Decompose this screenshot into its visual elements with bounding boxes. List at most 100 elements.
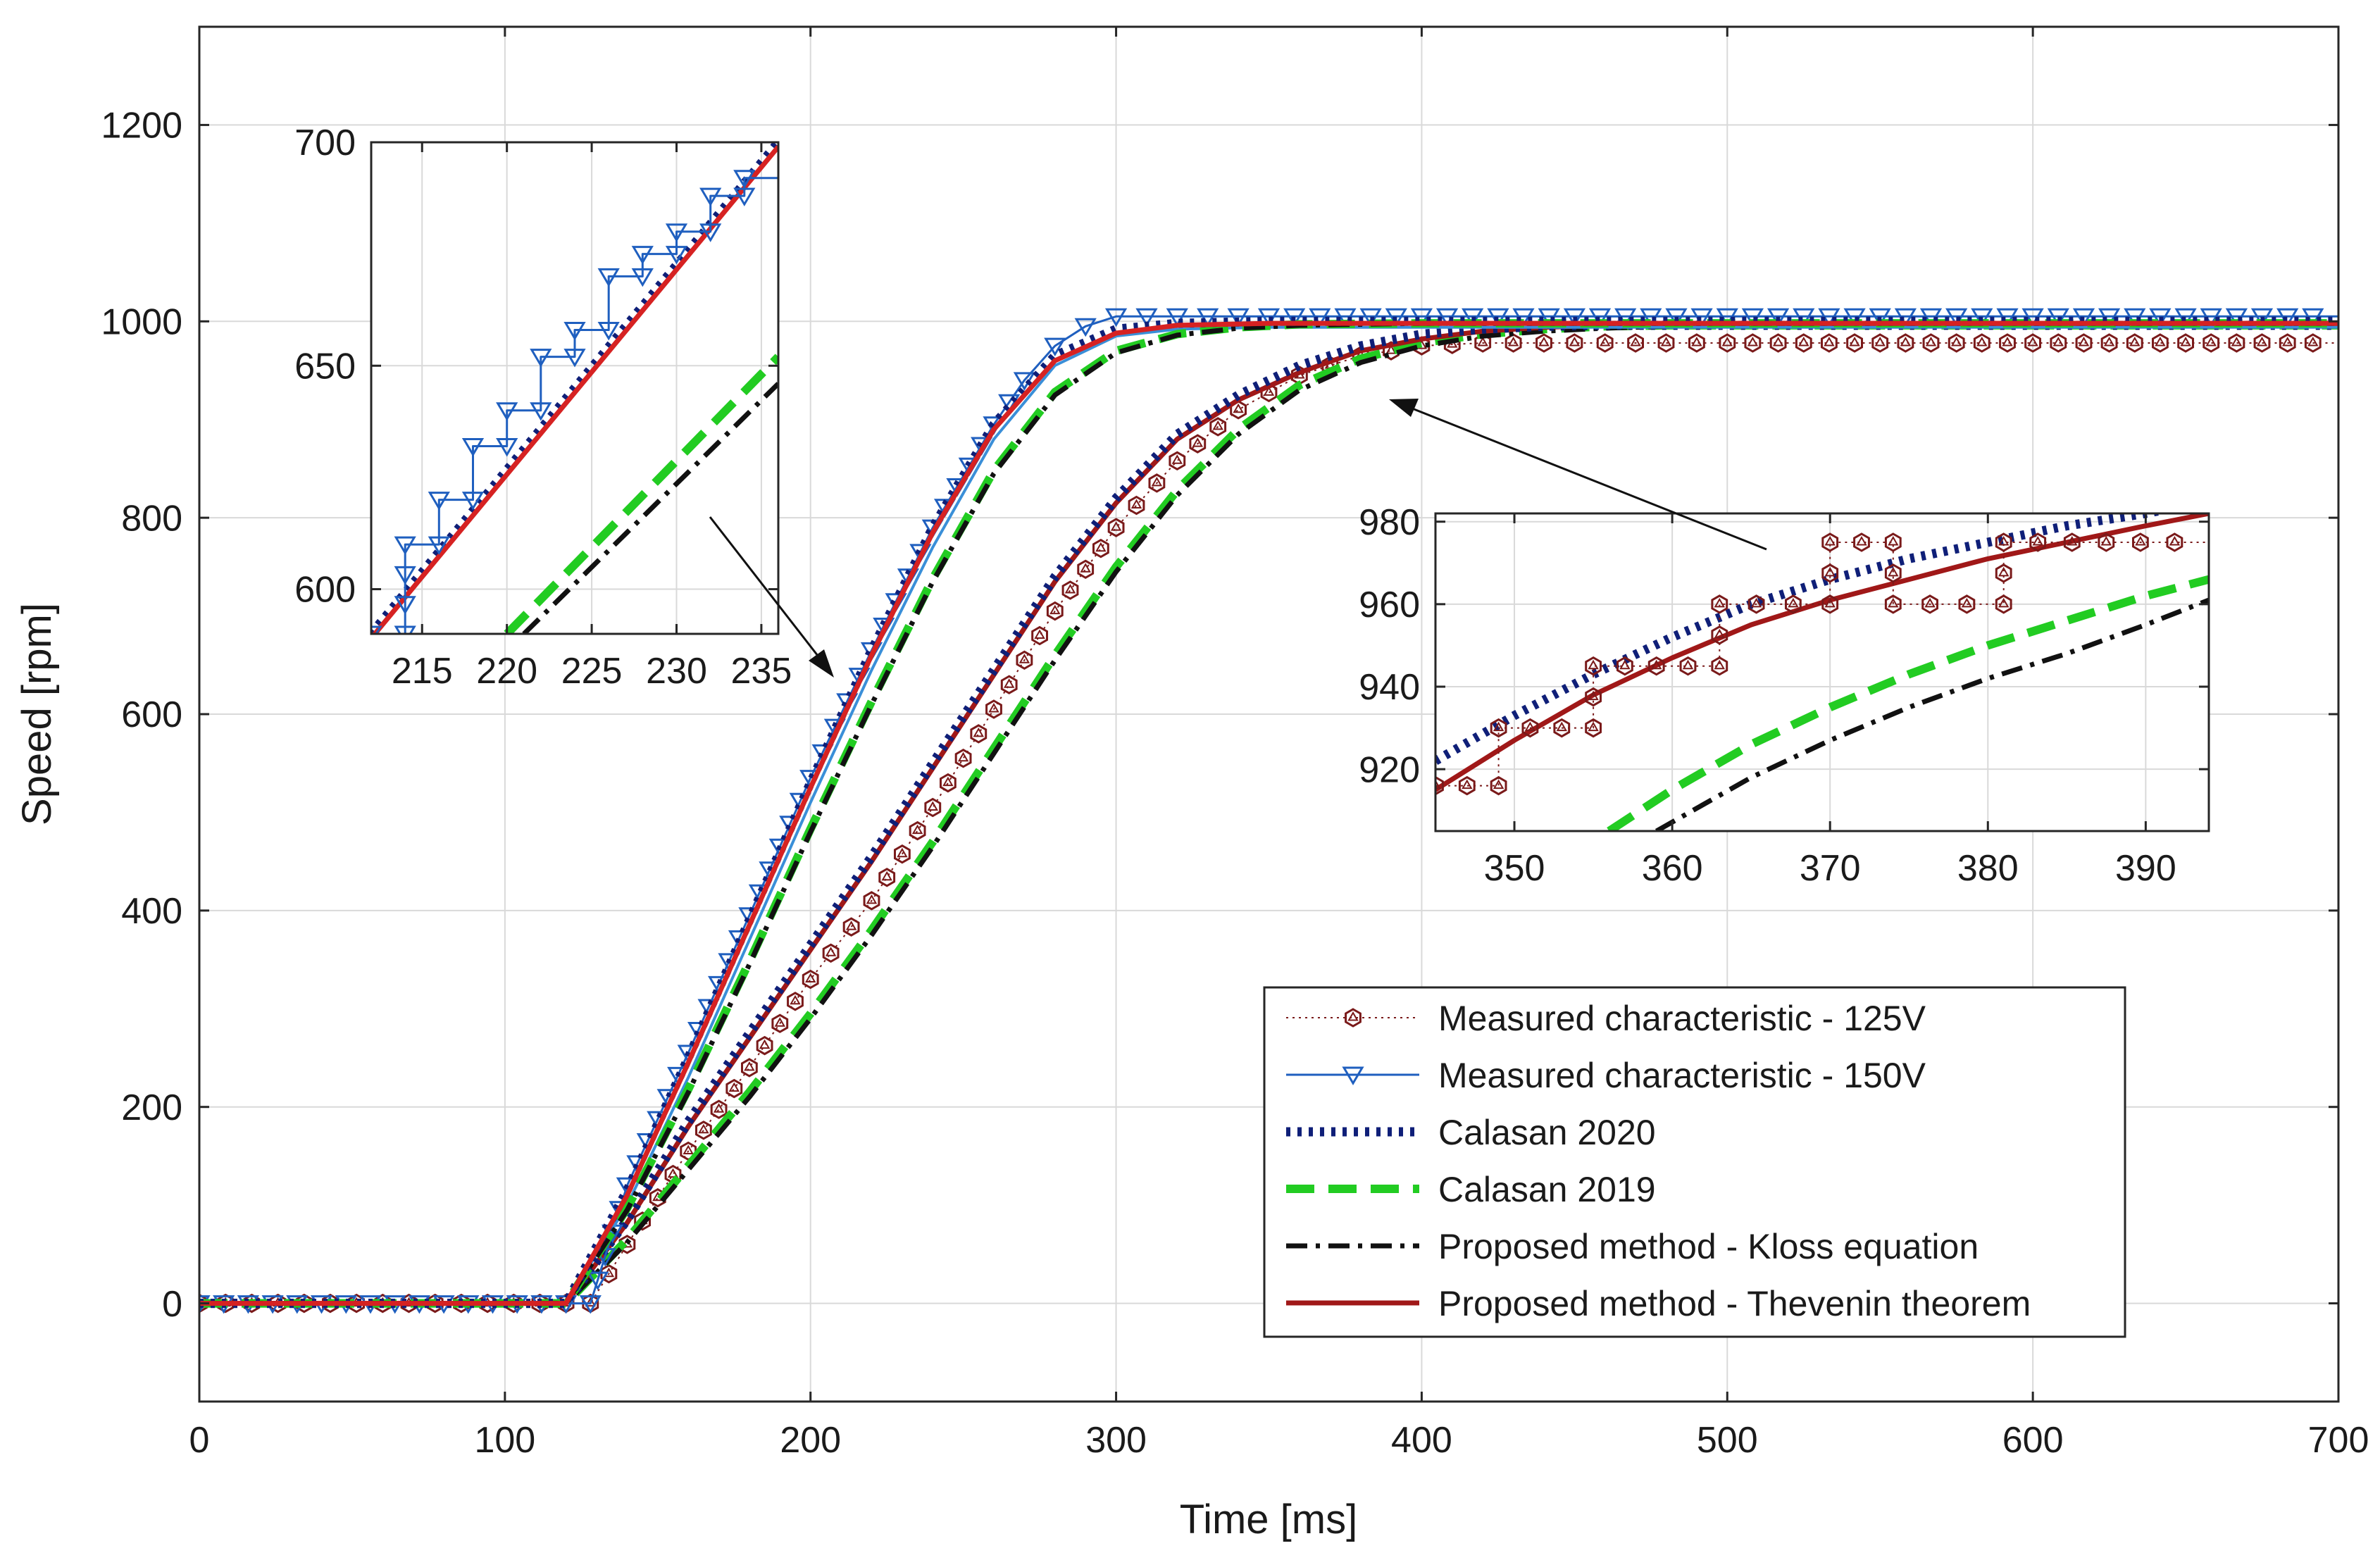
series-c2020-inset2 [1435, 513, 2170, 766]
main-tick-label-x: 0 [189, 1420, 210, 1461]
series-kloss [199, 323, 2338, 1306]
main-tick-label-x: 500 [1697, 1420, 1758, 1461]
legend-label-kloss: Proposed method - Kloss equation [1438, 1227, 1979, 1266]
legend-item-c2020: Calasan 2020 [1286, 1113, 1656, 1152]
series-m125-inset2 [1435, 542, 2209, 787]
main-tick-label-x: 300 [1085, 1420, 1147, 1461]
legend-label-m150: Measured characteristic - 150V [1438, 1056, 1926, 1095]
marker-m125 [1169, 451, 1186, 470]
inset1-tick-label-x: 235 [731, 651, 792, 692]
main-tick-label-x: 100 [474, 1420, 535, 1461]
marker-m125 [756, 1036, 773, 1056]
marker-m125 [1744, 333, 1762, 353]
marker-m125 [1000, 675, 1018, 694]
main-series [199, 308, 2338, 1313]
main-axes-ticks: 0 100 200 300 400 500 600 700 0 200 400 600 800 1000 1… [101, 27, 2369, 1461]
series-m150 [199, 315, 2338, 1305]
zoom-arrow-1 [709, 516, 834, 678]
series-kloss-inset2 [1655, 597, 2209, 831]
main-tick-label-x: 700 [2308, 1420, 2369, 1461]
inset1-tick-label-y: 600 [294, 570, 356, 611]
marker-m125 [725, 1079, 743, 1099]
inset1-tick-label-x: 220 [476, 651, 537, 692]
marker-m125 [1846, 333, 1863, 353]
inset2-ticks: 350 360 370 380 390 920 940 960 980 [1359, 502, 2209, 889]
inset1-tick-label-x: 230 [646, 651, 707, 692]
inset2-tick-label-y: 920 [1359, 749, 1420, 790]
main-tick-label-x: 600 [2002, 1420, 2064, 1461]
marker-m125 [1061, 580, 1079, 600]
legend-item-kloss: Proposed method - Kloss equation [1286, 1227, 1979, 1266]
marker-m125 [1031, 626, 1048, 645]
legend-label-c2020: Calasan 2020 [1438, 1113, 1656, 1152]
legend: Measured characteristic - 125V Measured c… [1263, 986, 2126, 1338]
main-tick-label-y: 400 [121, 891, 182, 932]
main-tick-label-y: 600 [121, 694, 182, 735]
inset1-tick-label-y: 700 [294, 123, 356, 163]
marker-m125 [1769, 333, 1787, 353]
marker-m125 [1077, 559, 1095, 579]
inset1-frame [370, 141, 780, 635]
marker-m125 [1535, 333, 1552, 353]
inset1-ticks: 215 220 225 230 235 600 650 700 [294, 123, 792, 692]
marker-m125 [741, 1058, 758, 1078]
series-c2020f [199, 316, 2338, 1309]
marker-m125 [710, 1099, 728, 1119]
marker-m125 [1795, 333, 1812, 353]
marker-m125 [1922, 333, 1940, 353]
inset1-tick-label-x: 215 [392, 651, 453, 692]
main-tick-label-x: 400 [1391, 1420, 1452, 1461]
inset2-tick-label-y: 960 [1359, 585, 1420, 625]
inset2-frame [1434, 512, 2210, 832]
marker-m125 [1566, 333, 1583, 353]
main-tick-label-x: 200 [780, 1420, 841, 1461]
inset2-background [1435, 513, 2209, 831]
marker-m125 [1948, 333, 1965, 353]
inset1-tick-label-y: 650 [294, 346, 356, 387]
inset2-tick-label-y: 980 [1359, 502, 1420, 543]
inset2-tick-label-x: 380 [1957, 848, 2019, 889]
legend-label-m125: Measured characteristic - 125V [1438, 999, 1926, 1038]
legend-label-c2019: Calasan 2019 [1438, 1170, 1656, 1209]
y-axis-label: Speed [rpm] [14, 603, 60, 825]
marker-m125 [1092, 539, 1109, 559]
legend-item-m150: Measured characteristic - 150V [1286, 1056, 1926, 1095]
series-m125 [199, 342, 2338, 1304]
marker-m125 [1897, 333, 1914, 353]
legend-item-c2019: Calasan 2019 [1286, 1170, 1656, 1209]
inset2-tick-label-y: 940 [1359, 667, 1420, 708]
inset1-series [371, 142, 778, 634]
main-tick-label-y: 200 [121, 1087, 182, 1128]
marker-m125 [924, 798, 942, 817]
marker-m125 [822, 943, 840, 963]
series-theva [199, 320, 2338, 1306]
series-c2019f-inset1 [504, 354, 778, 634]
marker-m125 [954, 749, 972, 768]
marker-m125 [1821, 333, 1838, 353]
legend-item-m125: Measured characteristic - 125V [1286, 999, 1926, 1038]
inset2-tick-label-x: 350 [1484, 848, 1545, 889]
legend-item-thev: Proposed method - Thevenin theorem [1286, 1284, 2031, 1323]
series-klossf-inset1 [522, 382, 778, 634]
marker-m125 [842, 917, 860, 937]
marker-m125 [1128, 496, 1145, 515]
main-tick-label-y: 0 [162, 1284, 182, 1325]
marker-m125 [940, 773, 957, 793]
series-c2019 [199, 320, 2338, 1308]
marker-m125 [970, 724, 987, 744]
inset2-tick-label-x: 360 [1642, 848, 1703, 889]
legend-box [1263, 986, 2126, 1338]
main-tick-label-y: 1200 [101, 106, 182, 146]
marker-m125 [909, 821, 926, 841]
inset2-tick-label-x: 390 [2115, 848, 2176, 889]
inset2-tick-label-x: 370 [1800, 848, 1861, 889]
zoom-arrow-2 [1389, 399, 1767, 551]
inset1-tick-label-x: 225 [561, 651, 623, 692]
main-tick-label-y: 1000 [101, 301, 182, 342]
x-axis-label: Time [ms] [1180, 1497, 1357, 1542]
legend-label-thev: Proposed method - Thevenin theorem [1438, 1284, 2031, 1323]
inset2-series [1435, 513, 2209, 831]
marker-m125 [1871, 333, 1889, 353]
series-c2019-inset2 [1607, 575, 2209, 831]
